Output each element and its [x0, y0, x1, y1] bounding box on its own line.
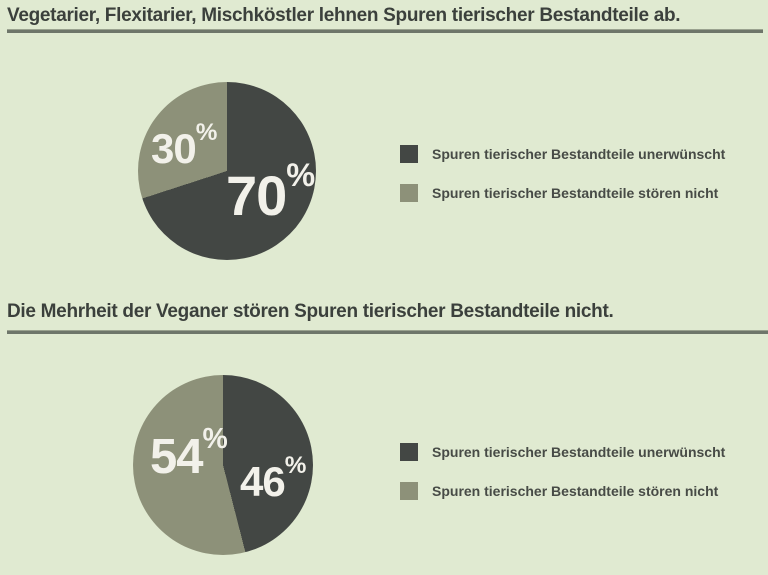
- pie-chart-veganer: 54% 46%: [133, 375, 313, 555]
- legend-swatch-dark: [400, 145, 418, 163]
- pie-chart-vegetarier: 70% 30%: [138, 82, 316, 260]
- legend-label: Spuren tierischer Bestandteile unerwünsc…: [432, 146, 726, 162]
- percent-sign: %: [286, 156, 316, 193]
- legend-item-unerwuenscht: Spuren tierischer Bestandteile unerwünsc…: [400, 145, 725, 163]
- pie-2-minor-label: 46%: [240, 453, 306, 505]
- pie-2-major-value: 54: [150, 430, 204, 484]
- legend-section-2: Spuren tierischer Bestandteile unerwünsc…: [400, 443, 725, 500]
- pie-1-minor-label: 30%: [151, 120, 217, 172]
- percent-sign: %: [195, 119, 218, 147]
- legend-item-stoeren-nicht: Spuren tierischer Bestandteile stören ni…: [400, 482, 725, 500]
- pie-1-major-label: 70%: [226, 158, 315, 227]
- section-2-title: Die Mehrheit der Veganer stören Spuren t…: [7, 301, 614, 322]
- pie-1-minor-value: 30: [151, 125, 197, 172]
- percent-sign: %: [284, 452, 307, 480]
- legend-item-stoeren-nicht: Spuren tierischer Bestandteile stören ni…: [400, 184, 725, 202]
- percent-sign: %: [202, 423, 228, 456]
- legend-swatch-olive: [400, 184, 418, 202]
- legend-label: Spuren tierischer Bestandteile stören ni…: [432, 185, 719, 201]
- legend-swatch-olive: [400, 482, 418, 500]
- section-1-separator: [7, 29, 763, 33]
- legend-label: Spuren tierischer Bestandteile stören ni…: [432, 483, 719, 499]
- legend-section-1: Spuren tierischer Bestandteile unerwünsc…: [400, 145, 725, 202]
- legend-item-unerwuenscht: Spuren tierischer Bestandteile unerwünsc…: [400, 443, 725, 461]
- pie-2-major-label: 54%: [150, 425, 228, 484]
- pie-1-major-value: 70: [226, 164, 287, 227]
- section-2-separator: [7, 330, 768, 334]
- pie-2-minor-value: 46: [240, 458, 286, 505]
- legend-label: Spuren tierischer Bestandteile unerwünsc…: [432, 444, 726, 460]
- section-1-title: Vegetarier, Flexitarier, Mischköstler le…: [7, 5, 681, 26]
- legend-swatch-dark: [400, 443, 418, 461]
